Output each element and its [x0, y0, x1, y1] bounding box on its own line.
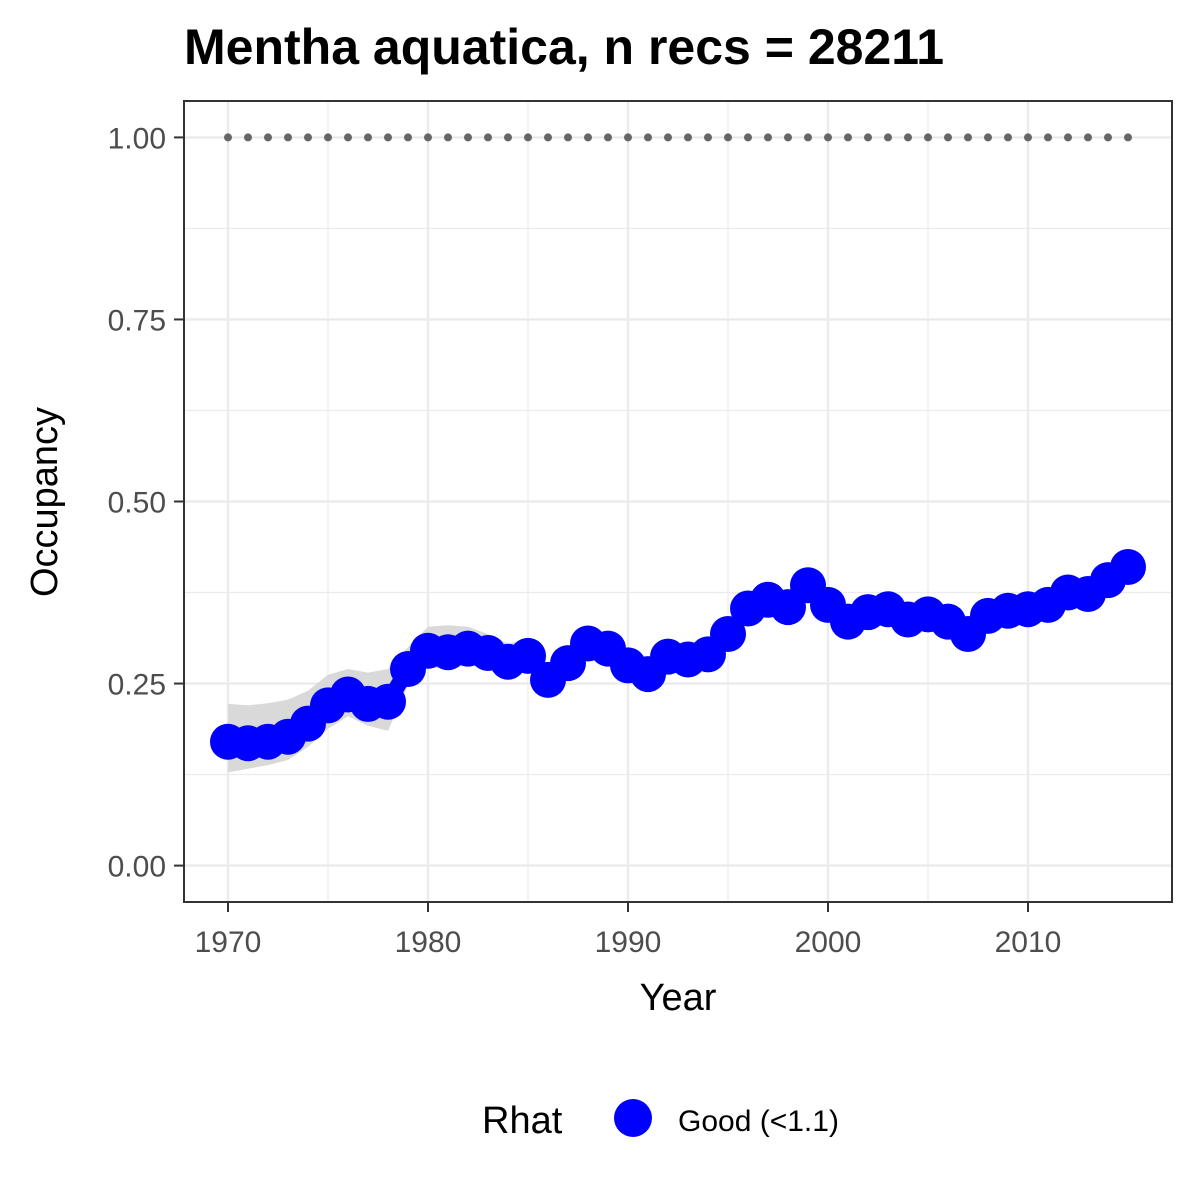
reference-dot: [884, 133, 892, 142]
reference-dot: [384, 133, 392, 142]
y-tick-label: 0.00: [108, 851, 166, 884]
reference-dot: [784, 133, 792, 142]
reference-dot: [424, 133, 432, 142]
reference-dot: [584, 133, 592, 142]
reference-dot: [1024, 133, 1032, 142]
reference-dot: [944, 133, 952, 142]
y-axis-title: Occupancy: [24, 407, 66, 597]
data-point: [710, 616, 746, 653]
data-point: [510, 637, 546, 674]
reference-dot: [744, 133, 752, 142]
x-tick-label: 1970: [195, 926, 262, 959]
reference-dot: [824, 133, 832, 142]
y-axis: 0.00 0.25 0.50 0.75 1.00: [108, 122, 184, 884]
x-axis: 1970 1980 1990 2000 2010: [195, 902, 1062, 959]
x-axis-title: Year: [640, 977, 717, 1019]
legend-title: Rhat: [482, 1100, 563, 1142]
reference-dot: [984, 133, 992, 142]
x-tick-label: 1980: [395, 926, 462, 959]
reference-dot: [904, 133, 912, 142]
chart-title: Mentha aquatica, n recs = 28211: [184, 19, 944, 75]
reference-dot: [1044, 133, 1052, 142]
reference-dot: [624, 133, 632, 142]
reference-dot: [524, 133, 532, 142]
reference-dot: [924, 133, 932, 142]
y-tick-label: 0.75: [108, 304, 166, 337]
reference-dot: [644, 133, 652, 142]
reference-dot: [1064, 133, 1072, 142]
reference-dot: [804, 133, 812, 142]
reference-dot: [284, 133, 292, 142]
legend-key-good: [614, 1099, 652, 1137]
y-tick-label: 1.00: [108, 122, 166, 155]
data-point: [1110, 549, 1146, 586]
reference-dot: [684, 133, 692, 142]
x-tick-label: 2000: [795, 926, 862, 959]
reference-dot: [404, 133, 412, 142]
reference-dot: [504, 133, 512, 142]
y-tick-label: 0.50: [108, 487, 166, 520]
occupancy-series-layer: [210, 549, 1146, 762]
reference-dot: [764, 133, 772, 142]
reference-dot: [964, 133, 972, 142]
reference-dot: [1004, 133, 1012, 142]
reference-dot: [224, 133, 232, 142]
reference-dot: [864, 133, 872, 142]
reference-dot: [304, 133, 312, 142]
reference-dot: [1104, 133, 1112, 142]
reference-dot: [344, 133, 352, 142]
x-tick-label: 1990: [595, 926, 662, 959]
reference-dot: [264, 133, 272, 142]
reference-dot: [564, 133, 572, 142]
reference-dot: [444, 133, 452, 142]
data-point: [370, 683, 406, 720]
reference-dot: [364, 133, 372, 142]
reference-dot: [1124, 133, 1132, 142]
reference-dot: [544, 133, 552, 142]
reference-dot: [324, 133, 332, 142]
y-tick-label: 0.25: [108, 669, 166, 702]
reference-dots-layer: [224, 133, 1132, 142]
legend-label-good: Good (<1.1): [678, 1105, 839, 1138]
x-tick-label: 2010: [995, 926, 1062, 959]
reference-dot: [844, 133, 852, 142]
reference-dot: [664, 133, 672, 142]
reference-dot: [464, 133, 472, 142]
reference-dot: [604, 133, 612, 142]
reference-dot: [484, 133, 492, 142]
reference-dot: [1084, 133, 1092, 142]
legend: Rhat Good (<1.1): [482, 1099, 839, 1142]
reference-dot: [724, 133, 732, 142]
reference-dot: [244, 133, 252, 142]
reference-dot: [704, 133, 712, 142]
